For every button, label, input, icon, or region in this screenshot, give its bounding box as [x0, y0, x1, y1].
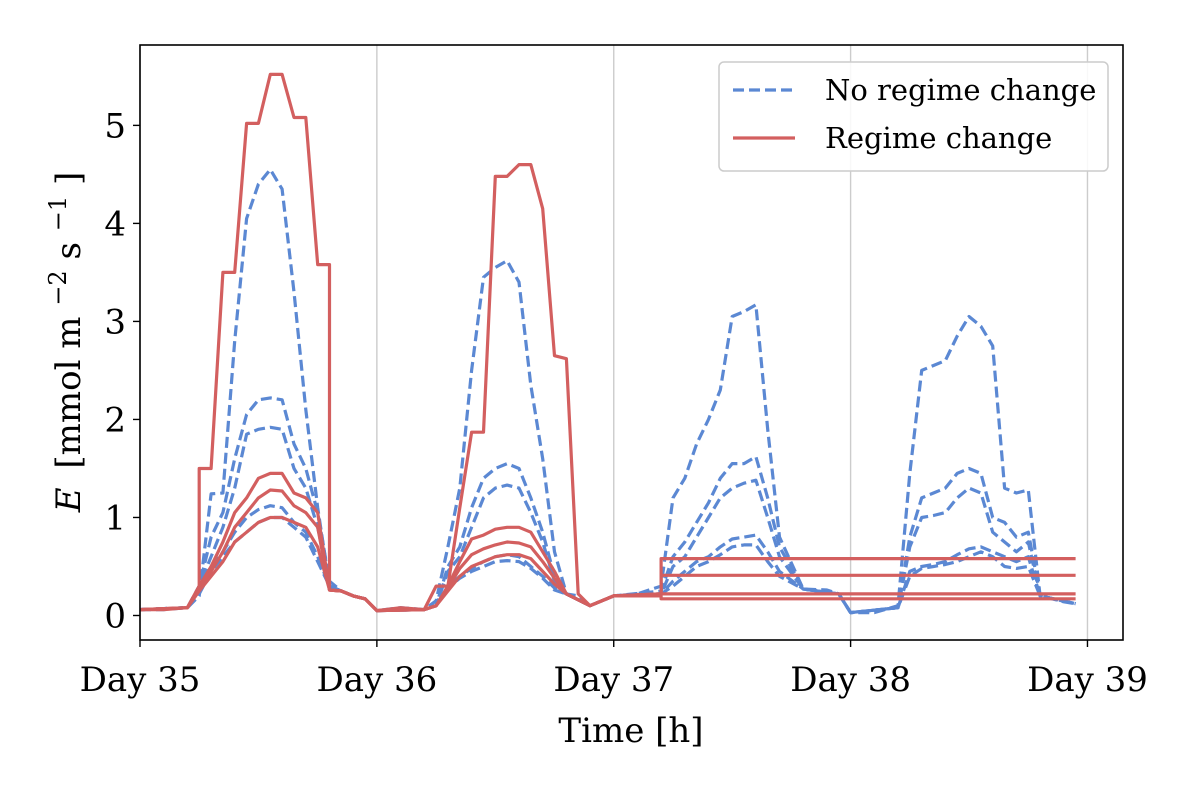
y-axis-title: E [mmol m −2 s −1 ] [35, 172, 89, 514]
series-no-regime-change-3 [139, 425, 1076, 615]
legend-label-regime: Regime change [825, 121, 1052, 155]
y-tick-label: 4 [104, 204, 126, 244]
x-tick-label: Day 38 [790, 660, 911, 700]
y-axis-ticks: 0 1 2 3 4 5 [104, 106, 140, 636]
y-axis-unit-mid: s [49, 242, 89, 259]
x-axis-ticks: Day 35 Day 36 Day 37 Day 38 Day 39 [80, 640, 1148, 700]
y-tick-label: 5 [104, 106, 126, 146]
y-tick-label: 0 [104, 596, 126, 636]
series-regime-change-4 [139, 515, 1076, 613]
y-tick-label: 2 [104, 400, 126, 440]
x-tick-label: Day 36 [316, 660, 437, 700]
y-tick-label: 1 [104, 498, 126, 538]
x-tick-label: Day 35 [80, 660, 201, 700]
y-axis-unit-close: ] [49, 172, 89, 185]
series-lines [139, 72, 1076, 615]
legend-label-no-regime: No regime change [825, 73, 1096, 107]
series-no-regime-change-1 [140, 167, 1076, 615]
plot-frame [139, 44, 1124, 641]
y-axis-unit-open: [mmol m [49, 316, 89, 468]
y-axis-unit-exp1: −2 [44, 270, 72, 305]
y-axis-var: E [49, 487, 89, 513]
x-tick-label: Day 39 [1027, 660, 1148, 700]
y-axis-unit-exp2: −1 [44, 196, 72, 231]
x-axis-title: Time [h] [558, 711, 703, 751]
legend-box [718, 61, 1109, 172]
series-no-regime-change-5 [139, 515, 1076, 615]
legend: No regime change Regime change [718, 61, 1109, 172]
series-no-regime-change-2 [139, 396, 1076, 615]
y-tick-label: 3 [104, 302, 126, 342]
x-tick-label: Day 37 [553, 660, 674, 700]
